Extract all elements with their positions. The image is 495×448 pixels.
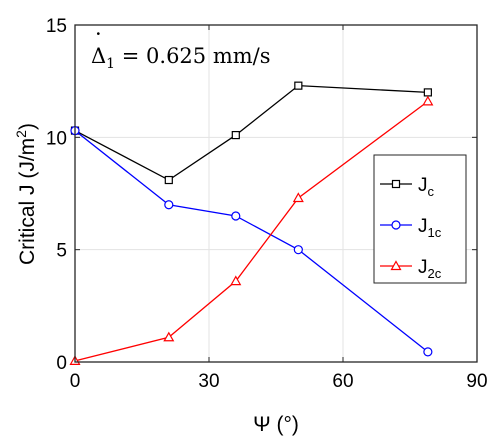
data-point bbox=[164, 175, 173, 185]
x-tick-label: 0 bbox=[70, 371, 81, 392]
legend-label-sub: 1c bbox=[428, 225, 442, 240]
data-point bbox=[163, 331, 175, 342]
legend-label-main: J bbox=[418, 257, 428, 278]
legend-label-main: J bbox=[418, 216, 428, 237]
legend-marker bbox=[391, 220, 401, 230]
legend-entry-j2c: J2c bbox=[380, 257, 442, 281]
annotation-subscript: 1 bbox=[106, 56, 115, 72]
legend-label: J1c bbox=[418, 216, 442, 240]
annotation: Δ1 = 0.625 mm/s bbox=[91, 44, 271, 72]
legend-marker bbox=[390, 260, 402, 271]
legend-entry-jc: Jc bbox=[380, 175, 435, 199]
y-tick-label: 10 bbox=[46, 128, 67, 149]
data-point bbox=[423, 347, 433, 357]
legend-marker bbox=[391, 179, 401, 189]
data-point bbox=[231, 211, 241, 221]
legend-entry-j1c: J1c bbox=[380, 216, 442, 240]
data-point bbox=[231, 130, 240, 140]
y-tick-label: 5 bbox=[56, 241, 67, 262]
legend-box bbox=[373, 154, 467, 284]
x-tick-label: 30 bbox=[198, 371, 219, 392]
series-layer bbox=[69, 81, 434, 365]
legend-label-sub: 2c bbox=[428, 266, 442, 281]
series-j2c bbox=[69, 95, 434, 365]
y-axis-label: Critical J (J/m2) bbox=[13, 123, 39, 265]
y-tick-label: 0 bbox=[56, 353, 67, 374]
x-tick-label: 60 bbox=[332, 371, 353, 392]
data-point bbox=[422, 95, 434, 106]
data-point bbox=[230, 275, 242, 286]
legend-label-main: J bbox=[418, 175, 428, 196]
annotation-symbol: Δ bbox=[91, 44, 106, 68]
legend-label: Jc bbox=[418, 175, 435, 199]
data-point bbox=[423, 88, 432, 97]
x-axis-label: Ψ (°) bbox=[253, 413, 299, 436]
y-axis-label-close: ) bbox=[16, 123, 39, 130]
y-tick-label: 15 bbox=[46, 16, 67, 37]
annotation-dot: · bbox=[95, 22, 102, 46]
data-point bbox=[294, 81, 303, 90]
y-axis-label-sup: 2 bbox=[13, 130, 29, 138]
y-axis-label-main: Critical J (J/m bbox=[16, 138, 39, 265]
data-point bbox=[292, 192, 304, 203]
data-point bbox=[293, 245, 303, 255]
legend-label-sub: c bbox=[428, 184, 435, 199]
data-point bbox=[164, 200, 174, 210]
series-j1c bbox=[70, 125, 433, 357]
legend-label: J2c bbox=[418, 257, 442, 281]
x-tick-label: 90 bbox=[466, 371, 487, 392]
annotation-text: = 0.625 mm/s bbox=[115, 44, 270, 68]
ticks: 0 30 60 90 0 5 10 15 bbox=[46, 16, 488, 392]
plot-frame bbox=[74, 24, 478, 363]
